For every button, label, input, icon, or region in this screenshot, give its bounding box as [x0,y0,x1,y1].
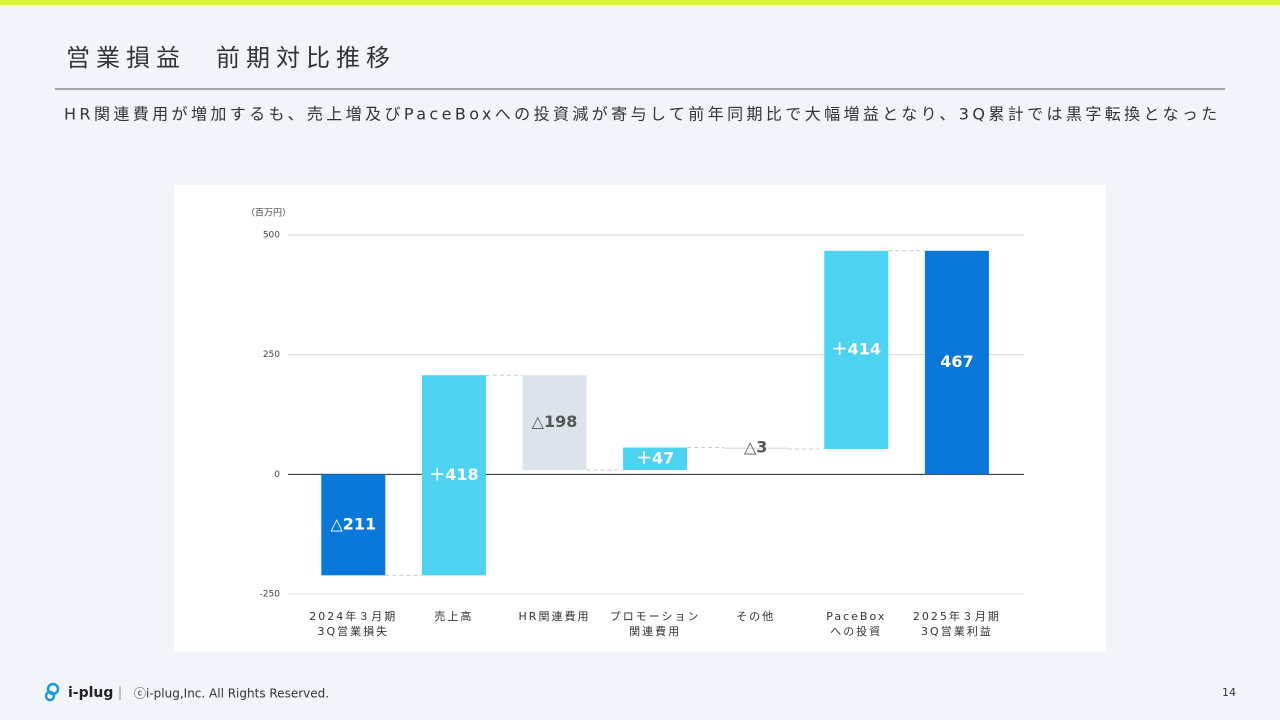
bar [924,250,989,475]
bar [824,250,889,449]
bar [522,375,587,471]
bar [623,447,688,471]
top-accent [0,0,1280,5]
page-number: 14 [1222,686,1236,699]
logo-text: i-plug [68,685,113,701]
bar [321,474,386,576]
value-label: △198 [532,412,578,431]
x-tick-label: HR関連費用 [518,610,591,623]
unit-label: （百万円） [246,208,291,219]
x-tick-label: 売上高 [434,610,474,623]
slide-subtitle: HR関連費用が増加するも、売上増及びPaceBoxへの投資減が寄与して前年同期比… [64,105,1221,124]
value-label: ＋414 [832,339,881,358]
slide-title: 営業損益 前期対比推移 [66,44,396,72]
x-tick-label: 2024年３月期 3Q営業損失 [309,610,398,638]
bar [723,447,788,449]
value-label: ＋47 [636,448,674,467]
y-tick-label: 500 [263,231,280,241]
x-tick-label: その他 [736,610,776,623]
y-tick-label: 250 [263,350,280,360]
y-tick-label: 0 [274,470,280,480]
footer-copyright: ⓒi-plug,Inc. All Rights Reserved. [134,687,329,701]
value-label: △3 [744,438,767,457]
value-label: △211 [330,514,376,533]
bar [421,375,486,576]
x-tick-label: プロモーション 関連費用 [609,610,701,638]
x-tick-label: 2025年３月期 3Q営業利益 [912,610,1001,638]
logo-mark [44,690,56,702]
x-tick-label: PaceBox への投資 [826,610,887,638]
value-label: 467 [940,352,973,371]
y-tick-label: -250 [260,590,281,600]
value-label: ＋418 [429,465,478,484]
